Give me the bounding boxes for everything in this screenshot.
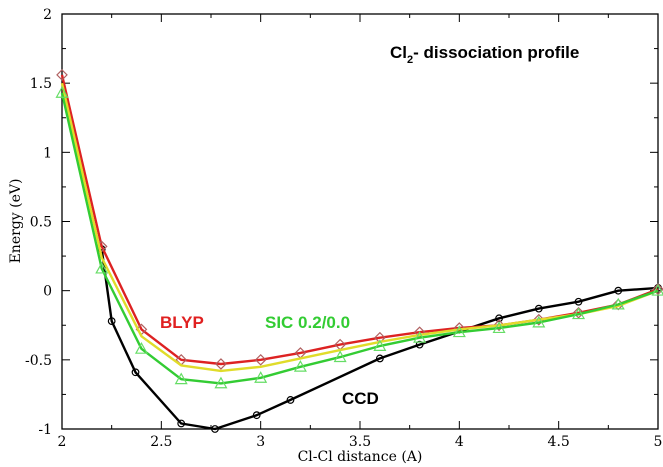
data-point — [177, 419, 186, 428]
data-point — [254, 371, 268, 383]
x-tick-label: 5 — [654, 434, 663, 450]
series-line — [60, 74, 659, 366]
data-point — [375, 354, 384, 363]
data-point — [534, 304, 543, 313]
x-tick-label: 3 — [256, 434, 265, 450]
chart-title-main: Cl — [390, 43, 407, 62]
data-point — [286, 396, 295, 404]
data-point — [373, 339, 387, 351]
y-tick-label: -1 — [38, 422, 52, 438]
data-point — [415, 340, 424, 349]
data-point — [131, 368, 140, 377]
axis-ticks: 2 2.5 3 3.5 4 4.5 5 -1 -0.5 0 0.5 1 1.5 2 — [25, 7, 662, 450]
series-unlabeled-2 — [60, 82, 659, 373]
y-tick-label: 0.5 — [30, 215, 52, 231]
data-point — [293, 360, 307, 372]
data-point — [214, 376, 228, 389]
y-tick-label: 0 — [43, 284, 52, 300]
series-line — [60, 82, 659, 373]
data-point — [652, 283, 663, 296]
data-point — [492, 321, 506, 334]
chart-title: Cl2- dissociation profile — [390, 43, 579, 66]
x-tick-label: 4 — [455, 434, 464, 450]
series-line — [60, 92, 659, 385]
data-point — [611, 297, 625, 310]
data-point — [254, 353, 267, 366]
series-blyp — [56, 69, 663, 370]
data-point — [215, 358, 227, 370]
data-point — [651, 283, 663, 296]
data-point — [333, 350, 347, 363]
annotation-sic: SIC 0.2/0.0 — [265, 313, 350, 332]
series-ccd — [97, 245, 662, 433]
data-point — [572, 307, 586, 320]
chart-title-rest: - dissociation profile — [413, 43, 579, 62]
data-point — [413, 330, 427, 343]
y-tick-label: 1 — [43, 145, 52, 161]
annotation-blyp: BLYP — [160, 313, 204, 332]
data-point — [532, 315, 546, 328]
y-tick-label: 2 — [43, 7, 52, 23]
y-axis-label: Energy (eV) — [8, 179, 24, 264]
data-point — [211, 425, 219, 433]
series-line — [100, 249, 659, 431]
data-point — [95, 261, 109, 274]
data-point — [574, 297, 583, 306]
series-layer — [55, 69, 663, 433]
data-point — [252, 411, 261, 420]
data-point — [174, 372, 188, 385]
data-point — [614, 286, 623, 295]
x-axis-label: Cl-Cl distance (A) — [298, 449, 423, 465]
chart-title-subscript: 2 — [407, 54, 413, 66]
data-point — [493, 319, 505, 332]
x-tick-label: 2.5 — [150, 434, 172, 450]
annotation-ccd: CCD — [342, 389, 379, 408]
x-tick-label: 4.5 — [548, 434, 570, 450]
data-point — [107, 317, 116, 326]
data-point — [134, 342, 148, 354]
x-tick-label: 2 — [58, 434, 67, 450]
x-tick-label: 3.5 — [349, 434, 371, 450]
y-tick-label: 1.5 — [30, 76, 52, 92]
data-point — [55, 86, 69, 98]
series-sic-0-2-0-0 — [55, 86, 663, 389]
y-tick-label: -0.5 — [25, 353, 52, 369]
data-point — [56, 69, 68, 81]
data-point — [452, 325, 466, 338]
data-point — [572, 306, 585, 319]
